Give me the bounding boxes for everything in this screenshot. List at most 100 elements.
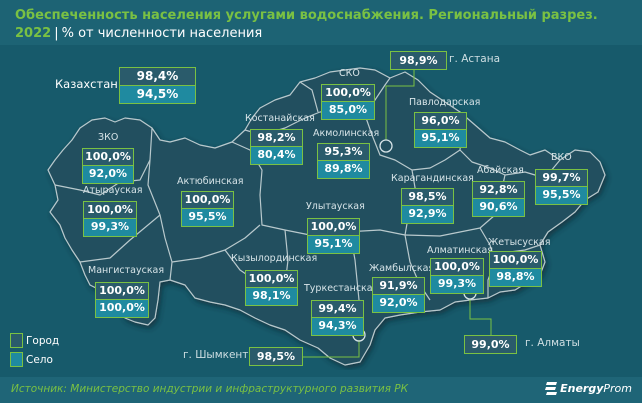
kazakhstan-value-box: 98,4% 94,5% [119, 67, 196, 104]
page-title: Обеспеченность населения услугами водосн… [15, 8, 598, 23]
city-value: 100,0% [182, 192, 233, 209]
region-box-zhambyl: 91,9% 92,0% [372, 277, 425, 313]
city-value: 100,0% [308, 219, 359, 236]
city-box-shymkent: 98,5% [249, 347, 303, 366]
rural-value: 94,5% [120, 85, 195, 103]
region-label-ulytau: Улытауская [306, 201, 365, 212]
rural-value: 95,1% [308, 236, 359, 253]
city-value: 100,0% [246, 271, 297, 288]
unit-label: % от численности населения [61, 26, 263, 41]
region-box-ulytau: 100,0% 95,1% [307, 218, 360, 254]
legend-item-city: Город [10, 333, 59, 348]
city-value: 92,8% [473, 182, 524, 199]
region-label-mangystau: Мангистауская [88, 265, 165, 276]
region-box-karaganda: 98,5% 92,9% [401, 188, 454, 224]
city-label-almaty: г. Алматы [525, 337, 580, 349]
legend-swatch-rural [10, 352, 23, 367]
kazakhstan-label: Казахстан [55, 77, 118, 91]
region-box-vko: 99,7% 95,5% [535, 169, 588, 205]
rural-value: 90,6% [473, 199, 524, 216]
rural-value: 95,1% [415, 130, 466, 147]
rural-value: 99,3% [84, 219, 136, 236]
region-box-zhetysu: 100,0% 98,8% [489, 251, 542, 287]
city-label-astana: г. Астана [449, 53, 500, 65]
region-label-abai: Абайская [477, 165, 524, 176]
legend-label-rural: Село [26, 353, 53, 366]
city-value: 98,2% [251, 130, 302, 147]
city-value: 99,7% [536, 170, 587, 187]
astana-leader [385, 66, 415, 140]
rural-value: 92,0% [373, 295, 424, 312]
rural-value: 100,0% [96, 300, 148, 317]
region-label-pavlodar: Павлодарская [409, 97, 481, 108]
city-box-almaty: 99,0% [464, 335, 517, 354]
rural-value: 95,5% [182, 209, 233, 226]
region-box-sko: 100,0% 85,0% [321, 84, 375, 120]
brand-logo: Energy Prom [545, 382, 632, 395]
region-box-kyzylorda: 100,0% 98,1% [245, 270, 298, 306]
city-value: 98,4% [120, 68, 195, 86]
rural-value: 85,0% [322, 102, 374, 119]
region-box-abai: 92,8% 90,6% [472, 181, 525, 217]
subtitle: 2022 |% от численности населения [15, 26, 262, 41]
region-label-aktobe: Актюбинская [177, 176, 244, 187]
city-box-astana: 98,9% [390, 51, 447, 70]
city-value: 100,0% [431, 259, 483, 276]
brand-name-bold: Energy [560, 382, 604, 395]
rural-value: 89,8% [318, 161, 369, 178]
region-label-turkestan: Туркестанская [304, 283, 379, 294]
city-value: 100,0% [490, 252, 541, 269]
header: Обеспеченность населения услугами водосн… [0, 0, 642, 45]
region-label-kostanay: Костанайская [245, 113, 315, 124]
region-label-sko: СКО [339, 68, 360, 79]
city-value: 100,0% [322, 85, 374, 102]
rural-value: 99,3% [431, 276, 483, 293]
city-value: 96,0% [415, 113, 466, 130]
region-box-pavlodar: 96,0% 95,1% [414, 112, 467, 148]
city-value: 100,0% [84, 202, 136, 219]
region-label-atyrau: Атырауская [83, 185, 143, 196]
almaty-leader [469, 299, 492, 336]
region-label-almaty-region: Алматинская [427, 245, 493, 256]
footer: Источник: Министерство индустрии и инфра… [0, 377, 642, 403]
rural-value: 95,5% [536, 187, 587, 204]
rural-value: 98,1% [246, 288, 297, 305]
shymkent-leader [303, 340, 360, 358]
region-label-kyzylorda: Кызылординская [231, 253, 318, 264]
city-value: 95,3% [318, 144, 369, 161]
year: 2022 [15, 26, 52, 41]
brand-name-light: Prom [603, 382, 632, 395]
rural-value: 80,4% [251, 147, 302, 164]
region-label-zko: ЗКО [98, 132, 119, 143]
region-box-atyrau: 100,0% 99,3% [83, 201, 137, 237]
region-box-almaty-region: 100,0% 99,3% [430, 258, 484, 294]
city-value: 98,5% [402, 189, 453, 206]
rural-value: 92,9% [402, 206, 453, 223]
region-label-karaganda: Карагандинская [391, 173, 474, 184]
legend-label-city: Город [26, 334, 60, 347]
energyprom-logo-icon [545, 382, 558, 395]
legend-item-rural: Село [10, 352, 53, 367]
region-label-zhetysu: Жетысуская [488, 237, 551, 248]
city-value: 99,4% [312, 301, 363, 318]
region-box-turkestan: 99,4% 94,3% [311, 300, 364, 336]
region-box-kostanay: 98,2% 80,4% [250, 129, 303, 165]
region-box-mangystau: 100,0% 100,0% [95, 282, 149, 318]
rural-value: 98,8% [490, 269, 541, 286]
region-label-akmola: Акмолинская [313, 128, 380, 139]
source-note: Источник: Министерство индустрии и инфра… [11, 383, 409, 395]
region-box-zko: 100,0% 92,0% [82, 148, 134, 184]
city-value: 100,0% [83, 149, 133, 166]
region-box-akmola: 95,3% 89,8% [317, 143, 370, 179]
astana-marker-icon [379, 139, 393, 153]
separator: | [54, 26, 59, 41]
city-label-shymkent: г. Шымкент [183, 349, 249, 361]
city-value: 91,9% [373, 278, 424, 295]
region-label-vko: ВКО [551, 152, 572, 163]
legend-swatch-city [10, 333, 23, 348]
city-value: 100,0% [96, 283, 148, 300]
region-label-zhambyl: Жамбылская [369, 263, 435, 274]
rural-value: 92,0% [83, 166, 133, 183]
rural-value: 94,3% [312, 318, 363, 335]
